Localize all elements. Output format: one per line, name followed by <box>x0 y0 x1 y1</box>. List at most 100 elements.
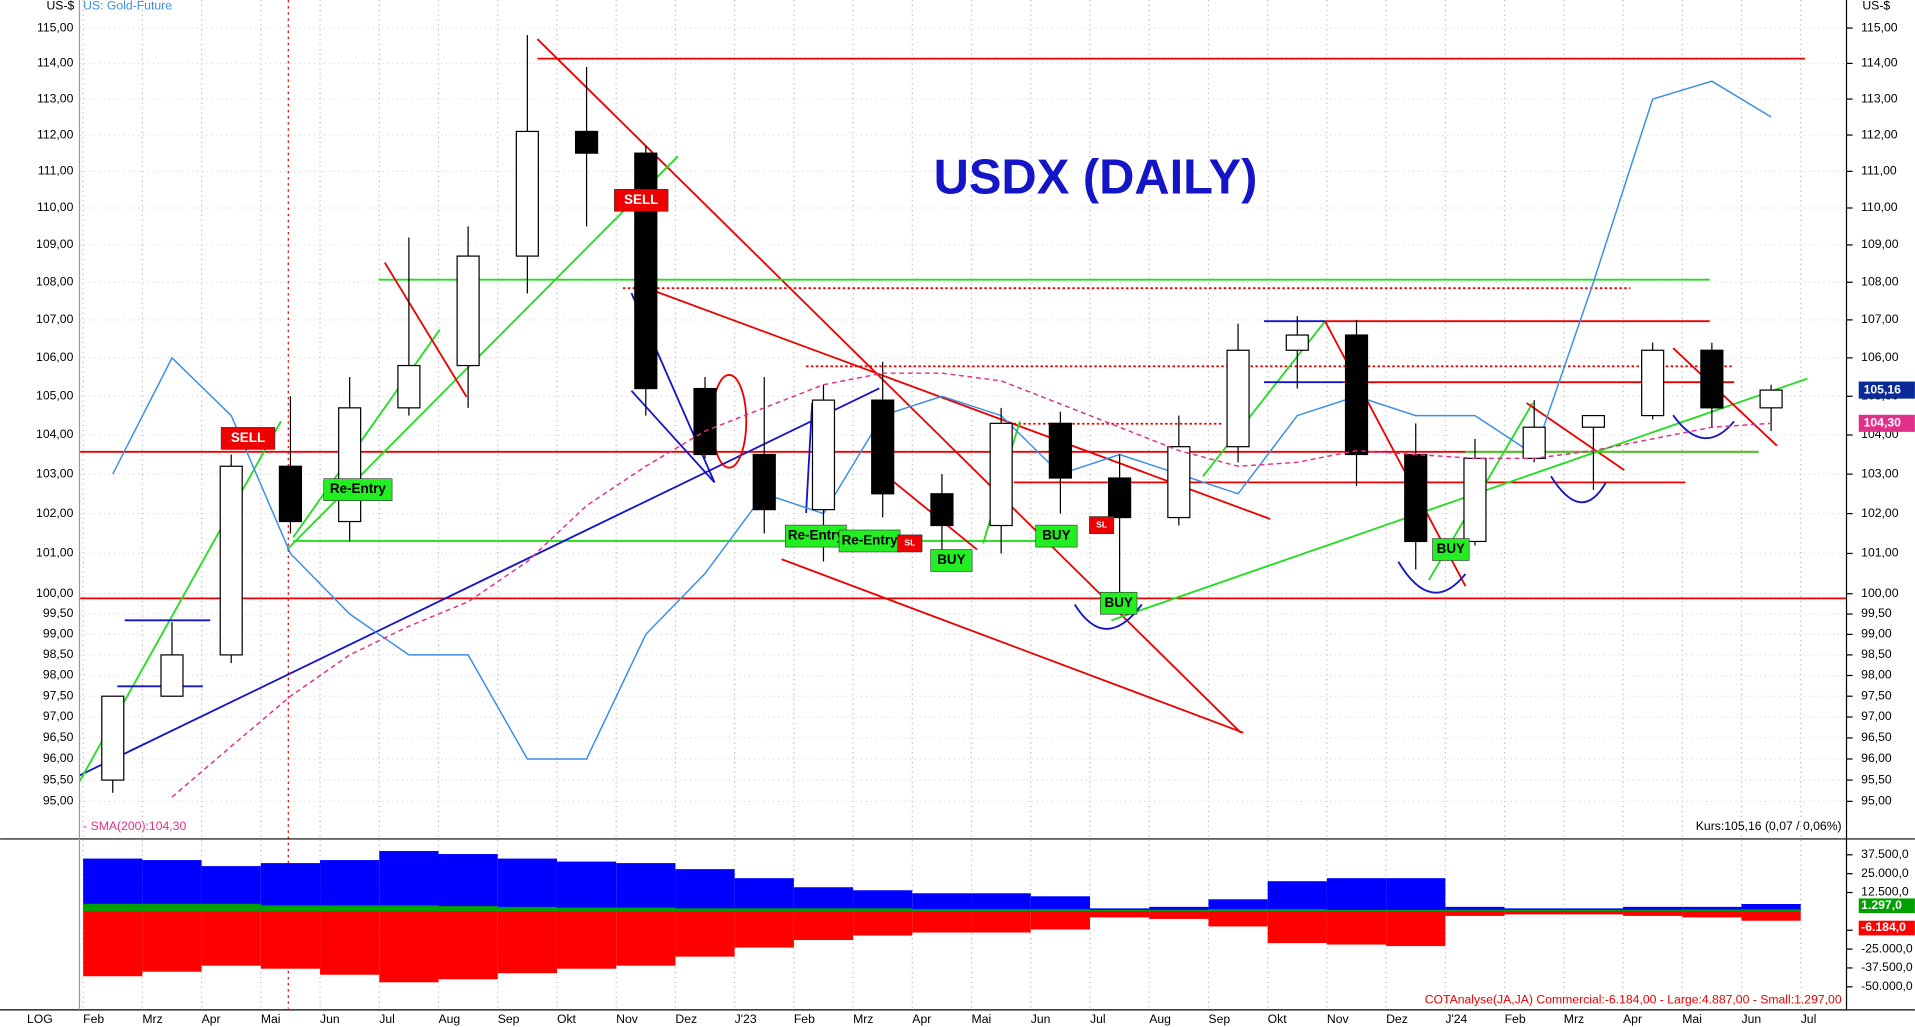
candle-body <box>1344 334 1369 456</box>
y-tick-label: 103,00 <box>1861 466 1899 480</box>
bar <box>201 866 261 912</box>
bar <box>1386 878 1446 912</box>
annotation: SL <box>1096 519 1107 529</box>
scale-note: LOG <box>27 1012 53 1026</box>
candle-body <box>1048 422 1072 479</box>
trend-line <box>1672 347 1778 447</box>
y-tick-label: 99,50 <box>1861 606 1892 620</box>
bar <box>83 903 143 912</box>
y-tick-label: 98,50 <box>43 647 74 661</box>
bar <box>320 905 380 912</box>
price-box <box>1858 381 1915 399</box>
y-tick-label: 101,00 <box>1861 546 1899 560</box>
y-tick-label: 96,50 <box>1861 730 1892 744</box>
y-tick-label: 105,00 <box>36 388 74 402</box>
candle-body <box>1759 389 1783 409</box>
bar <box>438 854 498 912</box>
annotation-box <box>1089 516 1115 534</box>
bar <box>142 860 202 912</box>
bar <box>1267 909 1327 912</box>
bar <box>912 911 972 933</box>
candle-body <box>101 695 125 781</box>
bar <box>1267 911 1327 944</box>
y-tick-label: 113,00 <box>1861 91 1898 105</box>
bar <box>853 908 913 912</box>
candle-body <box>338 407 362 523</box>
x-tick-label: Okt <box>1268 1012 1288 1026</box>
candle-body <box>278 465 303 523</box>
annotation: Re-Entry <box>788 528 844 543</box>
bar <box>320 860 380 912</box>
bar <box>1326 911 1387 945</box>
bar <box>1208 909 1268 912</box>
y-tick-label: 95,00 <box>1861 794 1892 808</box>
x-tick-label: Okt <box>557 1012 577 1026</box>
bar <box>1386 909 1446 912</box>
bar <box>379 851 439 912</box>
y-tick-label: 114,00 <box>1861 56 1898 70</box>
y-tick-label: 98,50 <box>1861 647 1892 661</box>
cot-title: COTAnalyse(JA,JA) Commercial:-6.184,00 -… <box>1425 992 1842 1006</box>
annotation-box <box>930 549 973 572</box>
bar <box>1089 911 1150 918</box>
candle-body <box>752 453 776 511</box>
y-tick-label: 98,00 <box>1861 668 1892 682</box>
annotation-box <box>614 188 669 212</box>
annotation-box <box>1100 591 1138 615</box>
bar <box>1741 903 1801 912</box>
annotation-box <box>1035 524 1078 548</box>
price-box <box>1858 414 1915 432</box>
x-tick-label: Apr <box>1623 1012 1642 1026</box>
value-label: 1.297,0 <box>1861 898 1902 912</box>
y-tick-label: 97,00 <box>43 709 74 723</box>
x-tick-label: Jul <box>379 1012 395 1026</box>
bar <box>734 908 794 912</box>
annotation: SELL <box>231 430 265 445</box>
candle-body <box>1581 414 1606 428</box>
bar <box>675 908 735 912</box>
x-tick-label: Mrz <box>1564 1012 1584 1026</box>
annotation: BUY <box>937 552 965 567</box>
candle-body <box>1226 349 1250 448</box>
candle-body <box>1108 477 1132 519</box>
bar <box>201 911 261 966</box>
y-tick-label: 107,00 <box>36 312 74 326</box>
x-tick-label: Sep <box>498 1012 520 1026</box>
bar <box>971 893 1031 912</box>
y-tick-label: 112,00 <box>37 127 74 141</box>
bar <box>497 906 557 912</box>
x-tick-label: Feb <box>794 1012 815 1026</box>
annotation: BUY <box>1042 528 1070 543</box>
x-tick-label: Aug <box>439 1012 461 1026</box>
x-tick-label: Dez <box>675 1012 697 1026</box>
candle-body <box>1522 426 1546 460</box>
y-tick-label: 37.500,0 <box>1861 847 1909 861</box>
bar <box>734 878 794 912</box>
trend-line <box>805 402 814 513</box>
y-tick-label: 106,00 <box>1861 350 1899 364</box>
candle-body <box>1641 349 1665 417</box>
bar <box>556 861 617 912</box>
annotation-box <box>220 427 276 450</box>
bar <box>497 858 557 912</box>
bar <box>320 911 380 975</box>
y-tick-label: 25.000,0 <box>1861 866 1909 880</box>
y-tick-label: 97,50 <box>1861 688 1892 702</box>
axis-unit: US-$ <box>47 0 75 12</box>
bar <box>142 911 202 972</box>
bar <box>853 890 913 912</box>
x-tick-label: Aug <box>1149 1012 1171 1026</box>
y-tick-label: 111,00 <box>1861 164 1897 178</box>
bar <box>1563 908 1624 912</box>
candle-body <box>1463 457 1487 543</box>
annotation: Re-Entry <box>842 533 898 548</box>
value-box <box>1858 898 1915 914</box>
x-tick-label: Jun <box>1741 1012 1761 1026</box>
bar <box>1563 911 1624 915</box>
y-tick-label: 98,00 <box>43 668 74 682</box>
bar <box>556 907 617 912</box>
bar <box>201 903 261 912</box>
annotation: Re-Entry <box>330 481 386 496</box>
y-tick-label: 109,00 <box>1861 237 1899 251</box>
y-tick-label: 97,00 <box>1861 709 1892 723</box>
